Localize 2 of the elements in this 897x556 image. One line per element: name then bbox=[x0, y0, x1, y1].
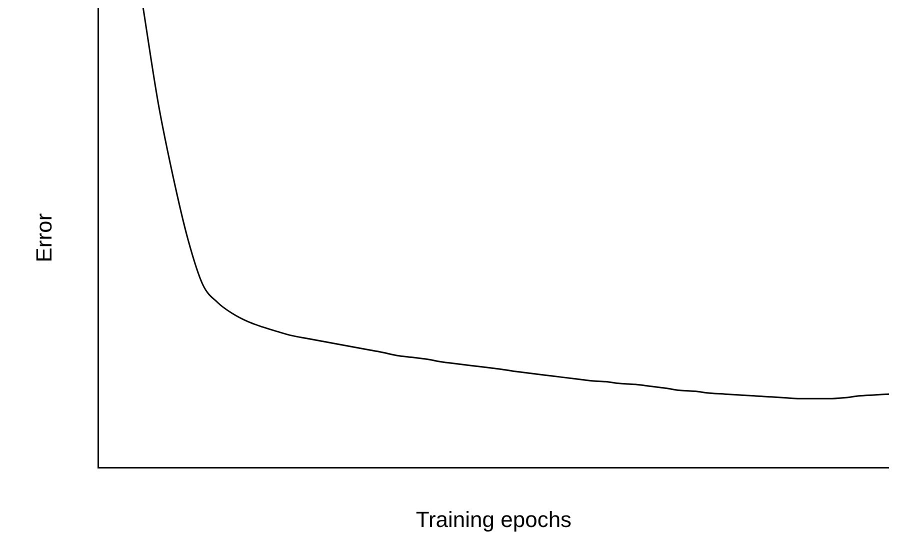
x-axis-title: Training epochs bbox=[416, 506, 572, 532]
y-axis-title: Error bbox=[31, 213, 56, 262]
